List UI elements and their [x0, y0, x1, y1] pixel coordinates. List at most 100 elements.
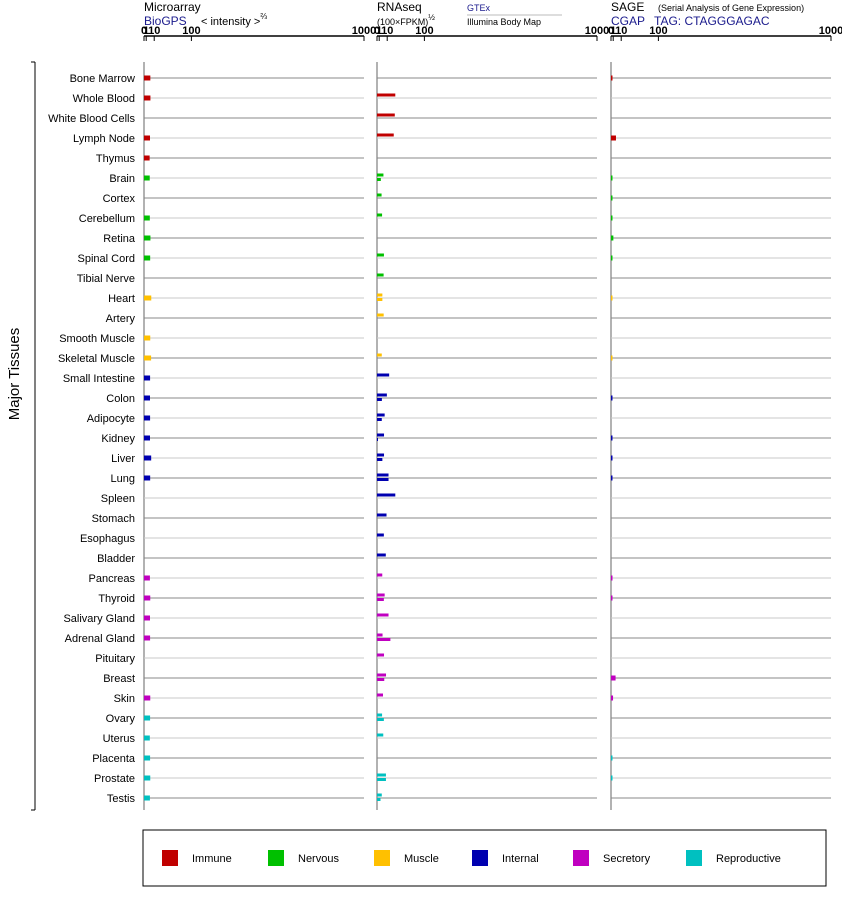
category-label: Smooth Muscle: [59, 333, 135, 345]
category-label: Uterus: [103, 733, 136, 745]
bar: [611, 195, 613, 201]
bar: [377, 733, 384, 737]
bar: [144, 795, 150, 801]
bar: [377, 613, 389, 617]
category-label: Cortex: [103, 193, 136, 205]
bar: [144, 455, 152, 461]
category-label: Thymus: [96, 153, 136, 165]
category-label: Artery: [106, 313, 136, 325]
legend-swatch: [573, 850, 589, 866]
x-tick-label: 10: [381, 25, 393, 37]
bar: [377, 473, 389, 477]
bar: [377, 553, 386, 557]
side-label: Major Tissues: [6, 328, 23, 421]
bar: [377, 313, 384, 317]
bar: [377, 438, 378, 441]
bar: [611, 775, 613, 781]
bar: [377, 178, 381, 181]
panel-source: CGAP: [611, 14, 645, 28]
bar: [611, 575, 613, 581]
bar: [377, 173, 384, 177]
bar: [144, 95, 151, 101]
x-tick-label: 1000: [819, 25, 842, 37]
category-label: Brain: [109, 173, 135, 185]
panel-title: RNAseq: [377, 0, 422, 14]
bar: [144, 615, 150, 621]
x-tick-label: 10: [148, 25, 160, 37]
category-label: Salivary Gland: [63, 613, 135, 625]
panel-source: Illumina Body Map: [467, 17, 541, 27]
x-tick-label: 10: [615, 25, 627, 37]
bar: [377, 398, 382, 401]
category-label: Skin: [114, 693, 135, 705]
category-label: Lymph Node: [73, 133, 135, 145]
legend-box: [142, 829, 827, 887]
bar: [377, 713, 383, 717]
bar: [144, 755, 151, 761]
category-label: Pituitary: [95, 653, 135, 665]
bar: [377, 773, 386, 777]
bar: [611, 75, 613, 81]
bar: [377, 433, 385, 437]
bar: [144, 235, 151, 241]
bar: [144, 215, 150, 221]
x-tick-label: 1000: [585, 25, 609, 37]
x-tick-label: 0: [141, 25, 147, 37]
bar: [377, 718, 384, 721]
bar: [377, 653, 385, 657]
bar: [611, 455, 613, 461]
category-label: Adipocyte: [87, 413, 135, 425]
bar: [377, 93, 396, 97]
bar: [377, 678, 385, 681]
category-label: Small Intestine: [63, 373, 135, 385]
bar: [611, 435, 613, 441]
bar: [144, 735, 150, 741]
x-tick-label: 0: [608, 25, 614, 37]
bar: [144, 395, 150, 401]
bar: [611, 755, 613, 761]
bar: [144, 475, 151, 481]
x-tick-label: 1000: [352, 25, 376, 37]
bar: [611, 355, 613, 361]
bar: [144, 435, 150, 441]
category-label: Heart: [108, 293, 135, 305]
bar: [144, 415, 151, 421]
bar: [611, 255, 613, 261]
category-label: Skeletal Muscle: [58, 353, 135, 365]
category-label: Lung: [111, 473, 135, 485]
category-label: Colon: [106, 393, 135, 405]
panel-title: SAGE: [611, 0, 644, 14]
category-label: White Blood Cells: [48, 113, 135, 125]
bar: [144, 295, 152, 301]
legend-swatch: [162, 850, 178, 866]
category-label: Spinal Cord: [78, 253, 135, 265]
bar: [377, 373, 390, 377]
legend-label: Muscle: [404, 853, 439, 865]
bar: [377, 253, 384, 257]
bar: [377, 393, 387, 397]
category-label: Liver: [111, 453, 135, 465]
bar: [144, 715, 151, 721]
bar: [611, 595, 613, 601]
category-label: Spleen: [101, 493, 135, 505]
category-label: Stomach: [92, 513, 135, 525]
bar: [377, 693, 383, 697]
panel-source: BioGPS: [144, 14, 187, 28]
panel-note: (Serial Analysis of Gene Expression): [658, 3, 804, 13]
legend-label: Nervous: [298, 853, 339, 865]
x-tick-label: 100: [182, 25, 200, 37]
bar: [611, 675, 616, 681]
bar: [144, 355, 152, 361]
legend-label: Secretory: [603, 853, 651, 865]
bar: [611, 295, 613, 301]
legend-swatch: [374, 850, 390, 866]
bar: [377, 493, 396, 497]
category-label: Retina: [103, 233, 136, 245]
bar: [377, 298, 383, 301]
category-label: Placenta: [92, 753, 136, 765]
bar: [377, 513, 387, 517]
category-label: Thyroid: [98, 593, 135, 605]
bar: [611, 395, 613, 401]
category-label: Breast: [103, 673, 135, 685]
